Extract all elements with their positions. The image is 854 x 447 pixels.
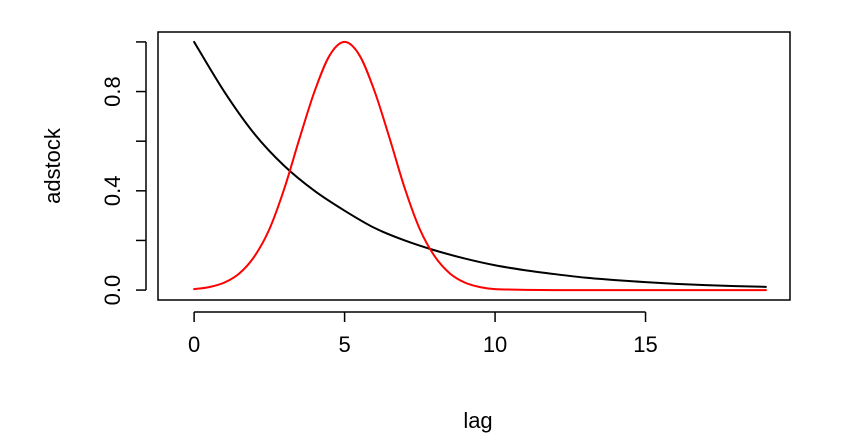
y-tick-label: 0.0 <box>100 275 125 306</box>
x-tick-label: 0 <box>188 332 200 357</box>
series-line-2 <box>193 40 767 292</box>
x-axis-label: lag <box>463 408 492 433</box>
series-line-1 <box>193 40 767 288</box>
x-tick-label: 10 <box>483 332 507 357</box>
x-axis: 0 5 10 15 <box>188 311 658 357</box>
x-tick-label: 15 <box>633 332 657 357</box>
series-layer <box>193 40 767 292</box>
y-tick-label: 0.4 <box>100 176 125 207</box>
plot-frame <box>157 31 791 301</box>
y-tick-label: 0.8 <box>100 76 125 107</box>
x-tick-label: 5 <box>338 332 350 357</box>
y-axis: 0.0 0.4 0.8 <box>100 41 147 306</box>
y-axis-label: adstock <box>40 127 65 204</box>
